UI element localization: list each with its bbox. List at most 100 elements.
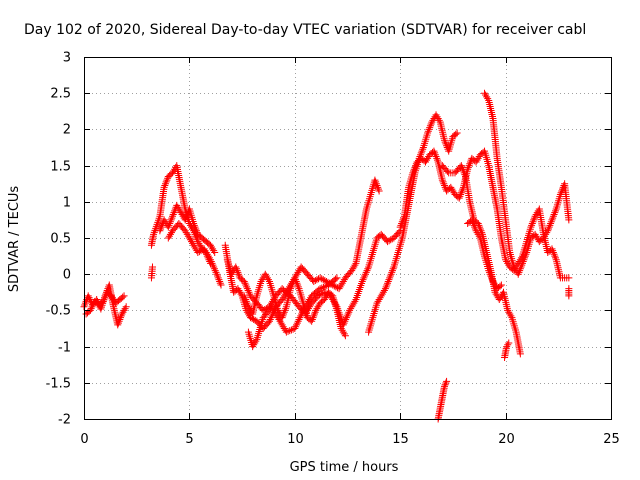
data-point	[118, 310, 126, 318]
data-point	[298, 308, 306, 316]
data-point	[281, 306, 289, 314]
data-point	[302, 301, 310, 309]
data-point	[209, 245, 217, 253]
data-point	[516, 265, 524, 273]
data-point	[321, 294, 329, 302]
data-point	[473, 156, 481, 164]
y-tick-label: 3	[63, 51, 71, 66]
data-point	[455, 194, 463, 202]
data-point	[115, 317, 123, 325]
data-point	[458, 187, 466, 195]
data-point	[206, 259, 214, 267]
data-point	[175, 205, 183, 213]
data-point	[157, 223, 165, 231]
y-tick-label: 0.5	[50, 232, 71, 247]
data-point	[361, 272, 369, 280]
data-point	[491, 288, 499, 296]
data-point	[206, 241, 214, 249]
data-point	[485, 267, 493, 275]
data-point	[521, 252, 529, 260]
data-point	[277, 319, 285, 327]
y-axis-label: SDTVAR / TECUs	[7, 186, 22, 293]
data-point	[292, 321, 300, 329]
data-point	[312, 306, 320, 314]
data-point	[284, 327, 292, 335]
data-point	[243, 283, 251, 291]
x-axis-label: GPS time / hours	[290, 460, 399, 475]
data-point	[243, 285, 251, 293]
data-point	[249, 343, 257, 351]
data-point	[474, 154, 482, 162]
data-point	[532, 232, 540, 240]
data-point	[243, 299, 251, 307]
data-point	[341, 317, 349, 325]
data-point	[461, 171, 469, 179]
data-point	[397, 221, 405, 229]
data-point	[473, 229, 481, 237]
data-point	[410, 167, 418, 175]
data-point	[163, 176, 171, 184]
data-point	[203, 250, 211, 258]
data-point	[447, 183, 455, 191]
data-point	[441, 138, 449, 146]
data-point	[303, 299, 311, 307]
data-point	[505, 308, 513, 316]
data-point	[475, 232, 483, 240]
data-point	[210, 247, 218, 255]
data-point	[349, 301, 357, 309]
data-point	[497, 281, 505, 289]
data-point	[84, 292, 92, 300]
data-point	[322, 292, 330, 300]
data-point	[280, 310, 288, 318]
data-point	[417, 151, 425, 159]
data-point	[384, 277, 392, 285]
chart-title: Day 102 of 2020, Sidereal Day-to-day VTE…	[24, 22, 586, 38]
data-point	[348, 267, 356, 275]
data-point	[183, 212, 191, 220]
data-point	[309, 314, 317, 322]
data-point	[262, 272, 270, 280]
data-point	[340, 330, 348, 338]
data-point	[321, 283, 329, 291]
data-point	[457, 189, 465, 197]
data-point	[162, 178, 170, 186]
data-point	[165, 221, 173, 229]
data-point	[248, 315, 256, 323]
data-point	[411, 163, 419, 171]
data-point	[332, 275, 340, 283]
data-point	[504, 306, 512, 314]
data-point	[427, 120, 435, 128]
data-point	[363, 267, 371, 275]
data-point	[279, 323, 287, 331]
data-point	[487, 272, 495, 280]
y-tick-label: 2	[63, 123, 71, 138]
data-point	[316, 274, 324, 282]
data-point	[210, 263, 218, 271]
data-point	[237, 290, 245, 298]
data-point	[300, 305, 308, 313]
data-point	[424, 127, 432, 135]
data-point	[121, 305, 129, 313]
data-point	[244, 301, 252, 309]
data-point	[470, 221, 478, 229]
data-point	[292, 277, 300, 285]
data-point	[492, 290, 500, 298]
data-point	[548, 245, 556, 253]
data-point	[252, 337, 260, 345]
data-point	[194, 238, 202, 246]
data-point	[188, 238, 196, 246]
data-point	[551, 209, 559, 217]
data-point	[486, 270, 494, 278]
data-point	[385, 237, 393, 245]
data-point	[191, 223, 199, 231]
data-point	[293, 279, 301, 287]
data-point	[190, 220, 198, 228]
data-point	[287, 326, 295, 334]
data-point	[250, 341, 258, 349]
data-point	[433, 113, 441, 121]
data-point	[514, 270, 522, 278]
data-point	[530, 214, 538, 222]
data-point	[149, 263, 157, 271]
y-tick-label: -0.5	[46, 304, 71, 319]
data-point	[431, 151, 439, 159]
